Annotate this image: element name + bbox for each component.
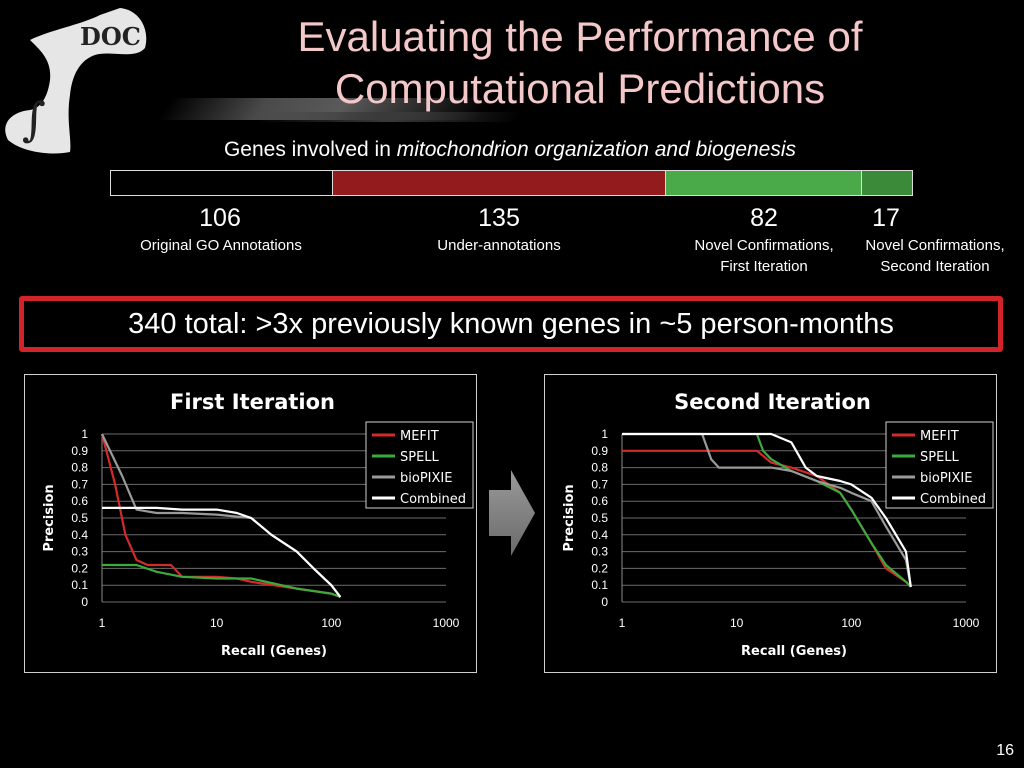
segment-label-under: Under-annotations xyxy=(437,237,561,254)
y-tick-label: 0.7 xyxy=(591,477,608,491)
y-tick-label: 0 xyxy=(81,595,88,609)
x-axis-label: Recall (Genes) xyxy=(221,644,327,659)
bar-title-prefix: Genes involved in xyxy=(223,138,397,161)
y-tick-label: 0.6 xyxy=(591,494,608,508)
bar-segment-under-annotations xyxy=(333,171,666,195)
chart-title: First Iteration xyxy=(170,390,335,414)
y-tick-label: 0.9 xyxy=(71,444,88,458)
x-tick-label: 100 xyxy=(321,616,341,630)
series-line-combined xyxy=(622,432,912,588)
x-tick-label: 1000 xyxy=(433,616,460,630)
chart-first-iteration-svg: First Iteration 0 0.1 0.2 0.3 0.4 0.5 0.6 0.7 0.8… xyxy=(42,390,474,659)
y-tick-label: 0.5 xyxy=(71,511,88,525)
bar-title-term: mitochondrion organization and biogenesi… xyxy=(396,138,797,161)
right-arrow-icon xyxy=(489,470,535,556)
bar-title: Genes involved in mitochondrion organiza… xyxy=(110,138,910,162)
segment-value-original: 106 xyxy=(199,204,241,232)
y-tick-label: 0.6 xyxy=(71,494,88,508)
legend-label-combined: Combined xyxy=(920,492,986,507)
segment-label-second-line1: Novel Confirmations, xyxy=(865,237,1005,254)
y-axis-label: Precision xyxy=(562,484,577,551)
legend-label-combined: Combined xyxy=(400,492,466,507)
segment-value-second: 17 xyxy=(872,204,900,232)
legend-label-mefit: MEFIT xyxy=(920,429,959,444)
y-tick-label: 0.4 xyxy=(71,528,88,542)
y-tick-label: 0.8 xyxy=(71,461,88,475)
segment-value-first: 82 xyxy=(750,204,778,232)
legend-label-spell: SPELL xyxy=(400,450,440,465)
logo-integral-icon: ∫ xyxy=(22,92,46,146)
slide-title-line1: Evaluating the Performance of xyxy=(297,13,863,60)
legend-label-biopixie: bioPIXIE xyxy=(400,471,452,486)
segment-label-original: Original GO Annotations xyxy=(140,237,302,254)
x-tick-label: 1 xyxy=(99,616,106,630)
x-axis-label: Recall (Genes) xyxy=(741,644,847,659)
y-axis-label: Precision xyxy=(42,484,57,551)
legend-label-biopixie: bioPIXIE xyxy=(920,471,972,486)
y-tick-label: 0.3 xyxy=(591,545,608,559)
segment-value-under: 135 xyxy=(478,204,520,232)
legend-label-mefit: MEFIT xyxy=(400,429,439,444)
x-tick-label: 1 xyxy=(619,616,626,630)
bar-segment-original xyxy=(111,171,333,195)
slide-title-line2: Computational Predictions xyxy=(334,65,826,112)
series-line-biopixie xyxy=(622,432,912,588)
series-line-spell xyxy=(755,433,912,588)
x-tick-label: 10 xyxy=(210,616,224,630)
y-tick-label: 0.4 xyxy=(591,528,608,542)
series-line-mefit xyxy=(622,449,912,588)
bar-segment-second-iteration xyxy=(862,171,912,195)
summary-banner: 340 total: >3x previously known genes in… xyxy=(19,296,1003,352)
y-tick-label: 0.3 xyxy=(71,545,88,559)
y-tick-label: 0.5 xyxy=(591,511,608,525)
y-tick-label: 1 xyxy=(601,427,608,441)
y-tick-label: 0 xyxy=(601,595,608,609)
logo: DOC ∫ xyxy=(5,8,147,154)
y-tick-label: 0.2 xyxy=(71,561,88,575)
y-tick-label: 0.2 xyxy=(591,561,608,575)
segment-label-second-line2: Second Iteration xyxy=(880,258,990,275)
y-tick-label: 0.1 xyxy=(71,578,88,592)
page-number: 16 xyxy=(996,742,1014,759)
y-tick-label: 0.8 xyxy=(591,461,608,475)
series-line-combined xyxy=(102,506,342,598)
legend-box xyxy=(365,421,474,509)
chart-first-iteration: First Iteration 0 0.1 0.2 0.3 0.4 0.5 0.6 0.7 0.8… xyxy=(24,374,477,673)
segment-label-first-line2: First Iteration xyxy=(720,258,808,275)
chart-second-iteration-svg: Second Iteration 0 0.1 0.2 0.3 0.4 0.5 0.6 0.7 0.… xyxy=(562,390,994,659)
y-tick-label: 0.7 xyxy=(71,477,88,491)
x-tick-label: 10 xyxy=(730,616,744,630)
bar-segment-first-iteration xyxy=(666,171,862,195)
logo-text: DOC xyxy=(80,22,141,51)
y-tick-label: 0.9 xyxy=(591,444,608,458)
chart-second-iteration: Second Iteration 0 0.1 0.2 0.3 0.4 0.5 0.6 0.7 0.… xyxy=(544,374,997,673)
y-tick-label: 1 xyxy=(81,427,88,441)
chart-title: Second Iteration xyxy=(674,390,871,414)
y-tick-label: 0.1 xyxy=(591,578,608,592)
gene-stacked-bar xyxy=(110,170,913,196)
logo-shape xyxy=(5,8,147,154)
legend-label-spell: SPELL xyxy=(920,450,960,465)
x-tick-label: 100 xyxy=(841,616,861,630)
segment-label-first-line1: Novel Confirmations, xyxy=(694,237,834,254)
series-line-spell xyxy=(102,563,341,599)
x-tick-label: 1000 xyxy=(953,616,980,630)
series-line-biopixie xyxy=(101,433,342,598)
